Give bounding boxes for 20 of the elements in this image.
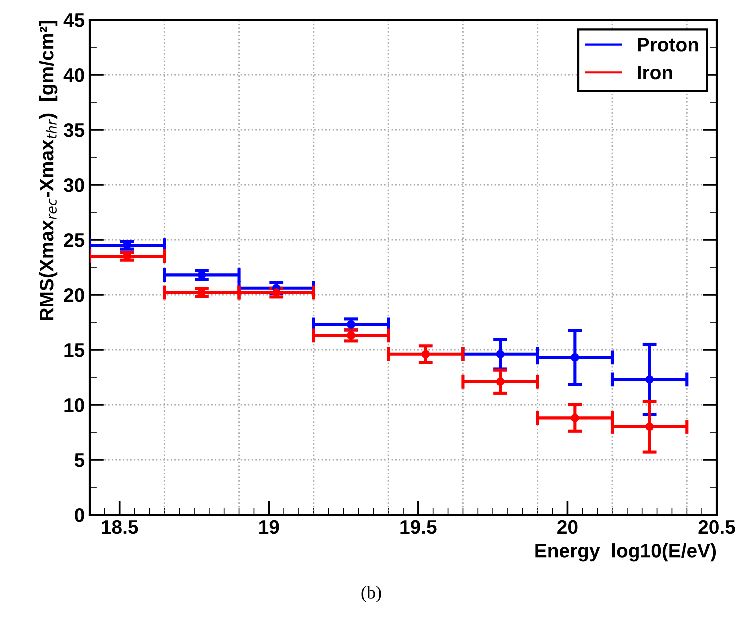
y-tick-label: 5	[74, 454, 85, 468]
y-tick-label: 10	[64, 398, 84, 412]
y-tick-label: 15	[64, 344, 85, 358]
x-tick-label: 18.5	[102, 520, 138, 534]
y-tick-label: 35	[64, 123, 85, 138]
y-tick-label: 25	[64, 233, 85, 248]
legend-label: Iron	[638, 66, 672, 80]
y-tick-label: 40	[64, 68, 84, 82]
x-tick-label: 20.5	[698, 520, 736, 534]
x-tick-label: 20	[558, 520, 578, 534]
x-tick-label: 19.5	[400, 520, 437, 534]
x-axis-title: Energy log10(E/eV)	[536, 544, 716, 562]
y-tick-label: 20	[64, 288, 84, 302]
y-axis-title: RMS(Xmax$_{rec}$-Xmax$_{thr}$) [gm/cm²]	[39, 21, 58, 320]
x-tick-label: 19	[260, 520, 280, 534]
y-tick-label: 30	[64, 178, 84, 192]
legend-label: Proton	[638, 38, 698, 52]
y-tick-label: 0	[75, 508, 84, 522]
y-tick-label: 45	[64, 14, 85, 28]
text: (b)	[362, 586, 382, 603]
